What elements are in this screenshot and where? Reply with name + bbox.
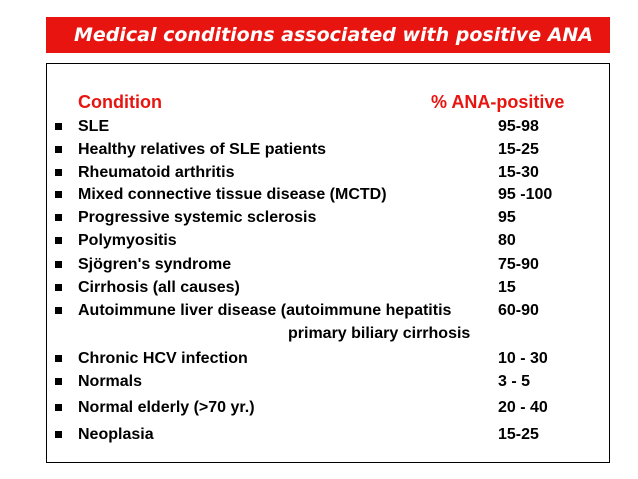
bullet-icon: [55, 214, 62, 221]
ana-value: 15-30: [498, 164, 539, 181]
ana-value: 75-90: [498, 256, 539, 273]
ana-value: 15: [498, 279, 516, 296]
condition-name: Normal elderly (>70 yr.): [78, 399, 255, 416]
condition-name: SLE: [78, 118, 110, 135]
ana-value: 60-90: [498, 302, 539, 319]
condition-name: Healthy relatives of SLE patients: [78, 141, 327, 158]
condition-name: Chronic HCV infection: [78, 350, 248, 367]
bullet-icon: [55, 431, 62, 438]
slide-title: Medical conditions associated with posit…: [46, 17, 610, 53]
bullet-icon: [55, 355, 62, 362]
condition-name: Autoimmune liver disease (autoimmune hep…: [78, 302, 452, 319]
condition-name: Neoplasia: [78, 426, 154, 443]
condition-name: Polymyositis: [78, 232, 177, 249]
ana-value: 95: [498, 209, 516, 226]
bullet-icon: [55, 284, 62, 291]
condition-continuation: primary biliary cirrhosis: [288, 325, 471, 342]
header-condition: Condition: [78, 92, 162, 112]
bullet-icon: [55, 169, 62, 176]
header-ana-positive: % ANA-positive: [431, 92, 565, 112]
content-panel: [46, 63, 610, 463]
condition-name: Progressive systemic sclerosis: [78, 209, 317, 226]
ana-value: 95 -100: [498, 186, 553, 203]
bullet-icon: [55, 191, 62, 198]
bullet-icon: [55, 261, 62, 268]
condition-name: Sjögren's syndrome: [78, 256, 232, 273]
condition-name: Cirrhosis (all causes): [78, 279, 240, 296]
ana-value: 15-25: [498, 141, 539, 158]
ana-value: 3 - 5: [498, 373, 531, 390]
condition-name: Normals: [78, 373, 143, 390]
bullet-icon: [55, 123, 62, 130]
bullet-icon: [55, 378, 62, 385]
bullet-icon: [55, 146, 62, 153]
bullet-icon: [55, 237, 62, 244]
ana-value: 15-25: [498, 426, 539, 443]
ana-value: 80: [498, 232, 516, 249]
condition-name: Mixed connective tissue disease (MCTD): [78, 186, 387, 203]
bullet-icon: [55, 404, 62, 411]
condition-name: Rheumatoid arthritis: [78, 164, 235, 181]
bullet-icon: [55, 307, 62, 314]
ana-value: 20 - 40: [498, 399, 548, 416]
ana-value: 95-98: [498, 118, 539, 135]
ana-value: 10 - 30: [498, 350, 548, 367]
